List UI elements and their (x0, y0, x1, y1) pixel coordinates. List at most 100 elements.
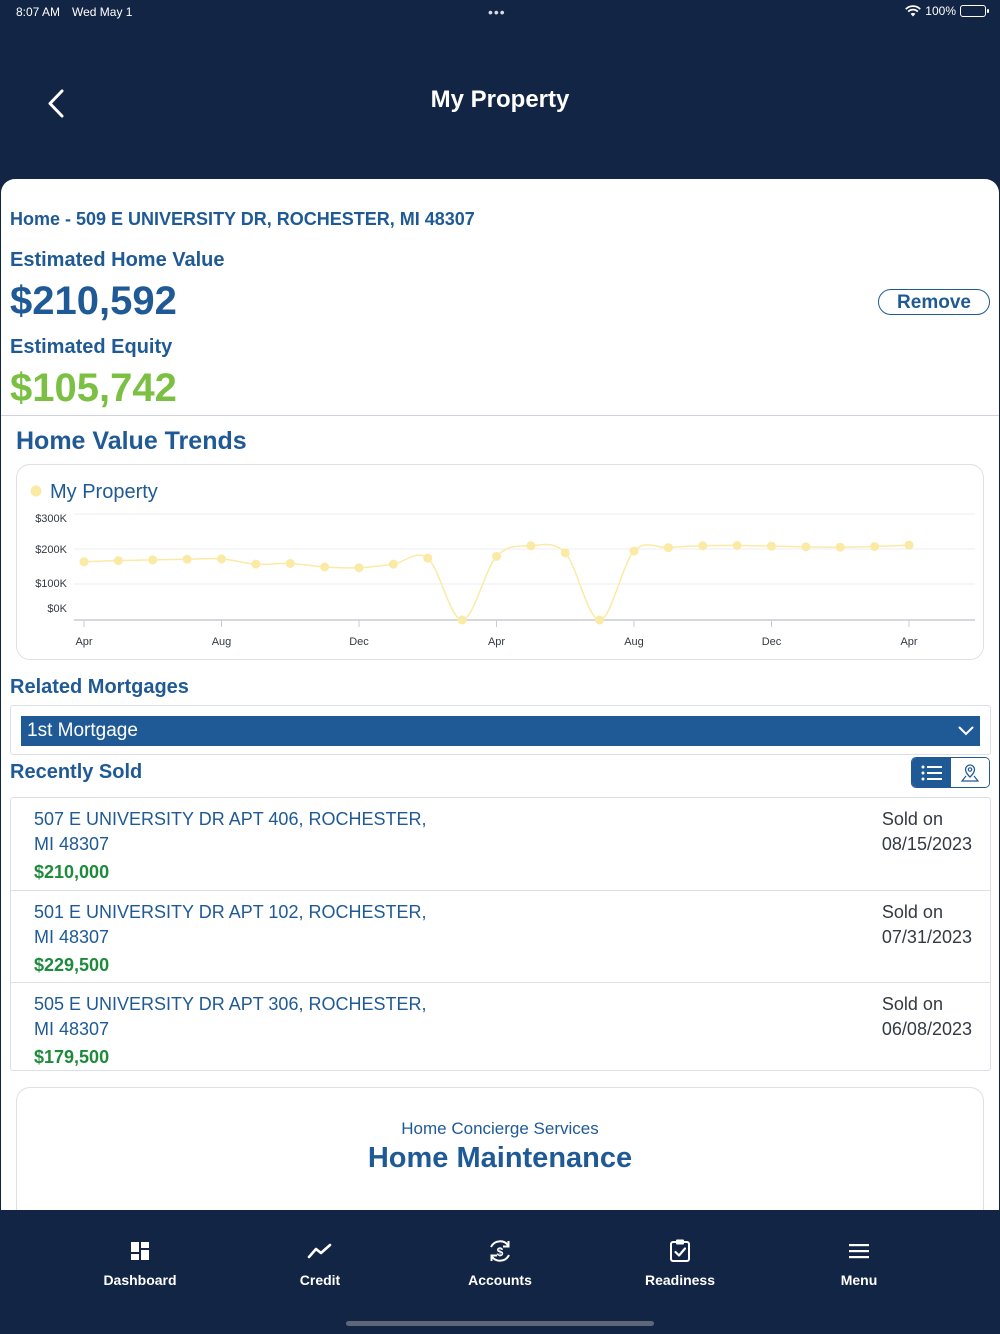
estimated-value-label: Estimated Home Value (10, 249, 225, 271)
map-pin-icon (960, 763, 980, 782)
battery-percent: 100% (925, 4, 956, 18)
concierge-subtitle: Home Concierge Services (401, 1119, 599, 1138)
sold-address[interactable]: 505 E UNIVERSITY DR APT 306, ROCHESTER, … (34, 994, 427, 1039)
sold-price: $210,000 (34, 862, 110, 882)
estimated-equity: $105,742 (10, 366, 177, 410)
data-point[interactable] (148, 555, 158, 565)
svg-text:$: $ (497, 1245, 504, 1259)
y-tick-label: $200K (35, 544, 67, 556)
sold-date: 06/08/2023 (881, 1019, 972, 1039)
data-point[interactable] (629, 546, 639, 556)
data-point[interactable] (870, 542, 880, 552)
data-point[interactable] (285, 558, 295, 568)
data-point[interactable] (492, 551, 501, 561)
dollar-cycle-icon: $ (490, 1240, 510, 1262)
mortgages-title: Related Mortgages (10, 676, 189, 698)
sold-address[interactable]: 501 E UNIVERSITY DR APT 102, ROCHESTER, … (34, 902, 427, 947)
battery-icon (960, 5, 989, 17)
tab-label: Menu (840, 1272, 878, 1288)
tab-label: Credit (299, 1272, 341, 1288)
tab-bar: Dashboard Credit $ Accounts Readiness (0, 1210, 1000, 1334)
trends-title: Home Value Trends (16, 427, 247, 455)
tab-dashboard[interactable]: Dashboard (70, 1238, 210, 1298)
sold-date-block: Sold on 08/15/2023 (882, 807, 972, 857)
map-view-button[interactable] (951, 758, 989, 787)
sold-date: 07/31/2023 (881, 927, 972, 947)
tab-accounts[interactable]: $ Accounts (430, 1238, 570, 1298)
data-point[interactable] (354, 563, 364, 573)
status-time: 8:07 AM (16, 5, 61, 19)
chevron-down-icon (958, 726, 974, 736)
sold-item[interactable]: 501 E UNIVERSITY DR APT 102, ROCHESTER, … (11, 890, 990, 982)
wifi-icon (905, 5, 922, 17)
mortgage-select[interactable]: 1st Mortgage (21, 716, 980, 746)
tab-menu[interactable]: Menu (789, 1238, 929, 1298)
data-point[interactable] (698, 541, 708, 551)
clipboard-check-icon (670, 1239, 690, 1262)
data-point[interactable] (904, 540, 914, 550)
data-point[interactable] (423, 553, 433, 563)
data-point[interactable] (251, 559, 261, 569)
tab-label: Readiness (644, 1272, 716, 1288)
data-point[interactable] (595, 615, 605, 625)
status-right: 100% (905, 4, 989, 18)
mortgage-select-wrapper: 1st Mortgage (10, 705, 991, 755)
tab-readiness[interactable]: Readiness (610, 1238, 750, 1298)
estimated-value: $210,592 (10, 279, 177, 323)
concierge-title: Home Maintenance (367, 1142, 633, 1174)
page-title: My Property (430, 86, 570, 113)
sold-price: $229,500 (34, 955, 110, 975)
sold-on-label: Sold on (881, 994, 943, 1014)
chevron-left-icon (48, 89, 64, 118)
sold-price: $179,500 (34, 1047, 110, 1067)
data-point[interactable] (560, 548, 570, 558)
x-tick-label: Aug (624, 636, 644, 648)
tab-label: Dashboard (103, 1272, 177, 1288)
property-address: Home - 509 E UNIVERSITY DR, ROCHESTER, M… (10, 209, 475, 229)
data-point[interactable] (388, 559, 398, 569)
recently-sold-list: 507 E UNIVERSITY DR APT 406, ROCHESTER, … (10, 797, 991, 1071)
mortgage-selected-value: 1st Mortgage (27, 720, 138, 741)
back-button[interactable] (36, 84, 76, 124)
dashboard-icon (131, 1242, 149, 1260)
sold-item[interactable]: 505 E UNIVERSITY DR APT 306, ROCHESTER, … (11, 982, 990, 1074)
x-tick-label: Apr (488, 636, 505, 648)
estimated-equity-label: Estimated Equity (10, 336, 173, 358)
hamburger-icon (849, 1244, 869, 1259)
list-view-button[interactable] (912, 758, 951, 787)
data-point[interactable] (767, 541, 776, 551)
data-point[interactable] (182, 554, 192, 564)
y-tick-label: $100K (35, 578, 67, 590)
data-point[interactable] (801, 542, 811, 552)
data-point[interactable] (663, 543, 673, 553)
data-point[interactable] (113, 556, 123, 566)
status-date: Wed May 1 (72, 5, 133, 19)
data-point[interactable] (526, 541, 536, 551)
multitasking-dots-icon[interactable]: ••• (488, 4, 506, 20)
tab-credit[interactable]: Credit (250, 1238, 390, 1298)
header: My Property (0, 60, 1000, 142)
tab-label: Accounts (468, 1272, 532, 1288)
data-point[interactable] (217, 554, 226, 564)
view-toggle (911, 757, 990, 788)
recently-sold-title: Recently Sold (10, 761, 143, 783)
data-point[interactable] (835, 542, 845, 552)
concierge-card[interactable]: Home Concierge Services Home Maintenance (16, 1087, 984, 1210)
sold-on-label: Sold on (881, 809, 943, 829)
data-point[interactable] (320, 562, 330, 572)
y-tick-label: $0K (47, 603, 67, 615)
sold-item[interactable]: 507 E UNIVERSITY DR APT 406, ROCHESTER, … (11, 798, 990, 890)
sold-date-block: Sold on 07/31/2023 (882, 900, 972, 950)
legend-marker (30, 485, 42, 497)
chart-svg: $300K $200K $100K $0K Apr Aug Dec Apr Aug Dec Apr… (30, 481, 975, 648)
sold-address[interactable]: 507 E UNIVERSITY DR APT 406, ROCHESTER, … (34, 809, 427, 854)
sold-on-label: Sold on (881, 902, 943, 922)
legend-label[interactable]: My Property (50, 481, 158, 503)
data-point[interactable] (457, 615, 467, 625)
y-tick-label: $300K (35, 513, 67, 525)
data-point[interactable] (732, 540, 742, 550)
data-point[interactable] (79, 557, 89, 567)
x-tick-label: Dec (762, 636, 782, 648)
content-card: Home - 509 E UNIVERSITY DR, ROCHESTER, M… (1, 179, 999, 1210)
remove-button[interactable]: Remove (878, 289, 990, 315)
